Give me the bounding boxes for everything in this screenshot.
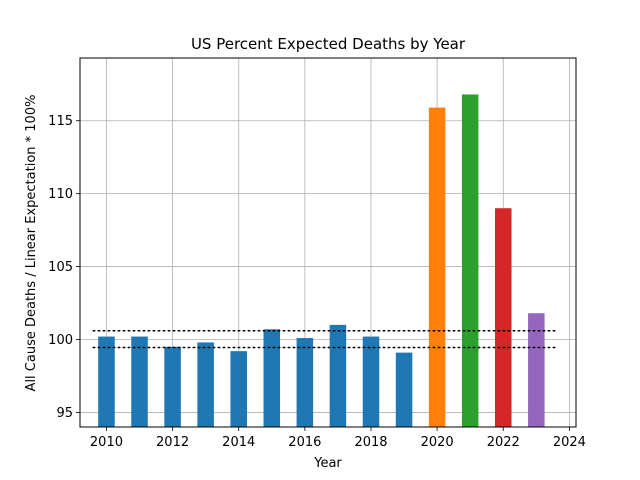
y-axis-label: All Cause Deaths / Linear Expectation * … xyxy=(24,95,39,392)
bar-2020 xyxy=(428,107,446,428)
y-tick-label: 105 xyxy=(48,260,73,275)
bar-2015 xyxy=(263,329,281,427)
x-tick-label: 2020 xyxy=(421,435,454,450)
x-tick-label: 2022 xyxy=(487,435,520,450)
x-tick-label: 2010 xyxy=(90,435,123,450)
reference-lines xyxy=(92,329,557,349)
y-tick-label: 115 xyxy=(48,114,73,129)
x-tick-label: 2012 xyxy=(156,435,189,450)
bar-2023 xyxy=(528,313,545,427)
x-tick-label: 2024 xyxy=(553,435,586,450)
bar-2021 xyxy=(461,94,479,427)
bar-2018 xyxy=(362,336,380,427)
bar-2013 xyxy=(197,342,214,427)
y-tick-label: 95 xyxy=(56,406,73,421)
x-tick-label: 2016 xyxy=(288,435,321,450)
y-axis-ticks: 95 100 105 110 115 xyxy=(48,114,80,421)
bar-2011 xyxy=(131,336,148,427)
bar-2019 xyxy=(395,352,413,427)
bar-2017 xyxy=(329,324,347,427)
x-tick-label: 2018 xyxy=(354,435,387,450)
chart-title: US Percent Expected Deaths by Year xyxy=(191,35,466,53)
y-tick-label: 100 xyxy=(48,333,73,348)
bar-2014 xyxy=(230,351,247,427)
bar-2022 xyxy=(494,208,512,427)
y-tick-label: 110 xyxy=(48,187,73,202)
x-axis-label: Year xyxy=(313,456,342,471)
plot-frame xyxy=(79,57,577,428)
bar-2010 xyxy=(98,336,115,427)
bar-2016 xyxy=(296,338,314,427)
bars xyxy=(98,94,545,428)
x-axis-ticks: 2010 2012 2014 2016 2018 2020 2022 2024 xyxy=(90,427,586,450)
x-tick-label: 2014 xyxy=(222,435,255,450)
bar-2012 xyxy=(164,346,181,427)
